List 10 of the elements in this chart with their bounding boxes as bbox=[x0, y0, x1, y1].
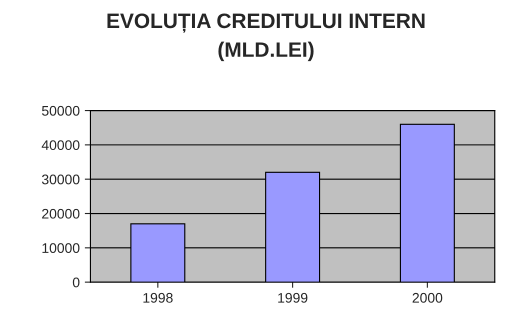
x-tick-label: 1999 bbox=[278, 292, 308, 303]
y-tick-label: 20000 bbox=[42, 208, 80, 219]
y-tick-label: 10000 bbox=[42, 243, 80, 253]
y-tick-label: 0 bbox=[72, 277, 80, 288]
y-tick-label: 40000 bbox=[42, 140, 80, 150]
y-tick-label: 30000 bbox=[42, 174, 80, 184]
x-tick-label: 2000 bbox=[412, 292, 442, 303]
chart-title: EVOLUȚIA CREDITULUI INTERN (MLD.LEI) bbox=[107, 13, 425, 62]
y-tick-label: 50000 bbox=[42, 106, 80, 116]
x-tick-label: 1998 bbox=[143, 292, 173, 303]
